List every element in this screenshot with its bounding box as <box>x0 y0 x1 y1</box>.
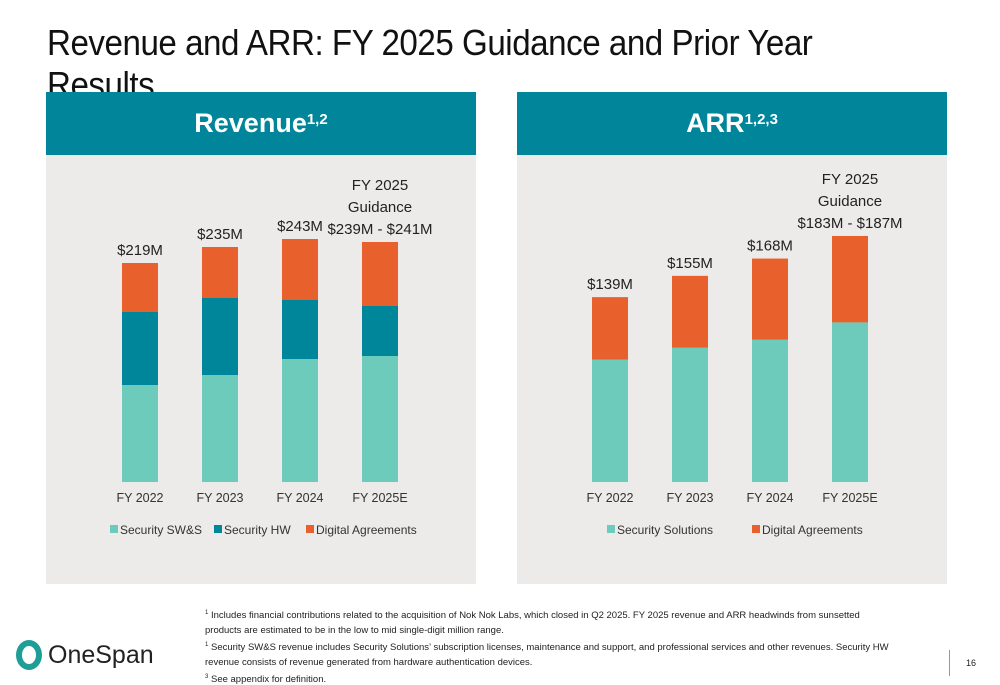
legend-swatch <box>110 525 118 533</box>
legend-swatch <box>214 525 222 533</box>
bar-digital-agreements-3 <box>832 235 868 323</box>
bar-security-hw-2 <box>282 300 318 359</box>
bar-digital-agreements-2 <box>752 258 788 340</box>
x-tick-label: FY 2025E <box>822 491 877 505</box>
x-tick-label: FY 2022 <box>116 491 163 505</box>
page-number: 16 <box>966 658 977 668</box>
x-tick-label: FY 2022 <box>586 491 633 505</box>
data-label: $235M <box>197 226 243 243</box>
bar-digital-agreements-0 <box>592 297 628 360</box>
data-label: $219M <box>117 242 163 259</box>
revenue-title: Revenue <box>194 108 307 138</box>
arr-header: ARR 1,2,3 <box>517 92 947 155</box>
data-label: $139M <box>587 276 633 293</box>
legend-label: Digital Agreements <box>316 523 417 537</box>
revenue-header: Revenue 1,2 <box>46 92 476 155</box>
data-label: Guidance <box>818 193 882 210</box>
footnote-1: 1 Includes financial contributions relat… <box>205 610 860 636</box>
arr-title: ARR <box>686 108 745 138</box>
data-label: $183M - $187M <box>797 215 902 232</box>
data-label: FY 2025 <box>352 177 408 194</box>
bar-security-hw-0 <box>122 312 158 385</box>
legend-label: Security HW <box>224 523 291 537</box>
onespan-logo: OneSpan <box>16 640 154 670</box>
legend-label: Digital Agreements <box>762 523 863 537</box>
footnote-2: 1 Security SW&S revenue includes Securit… <box>205 642 889 668</box>
divider <box>949 650 950 676</box>
bar-digital-agreements-3 <box>362 242 398 306</box>
bar-security-hw-1 <box>202 298 238 375</box>
x-tick-label: FY 2023 <box>196 491 243 505</box>
legend-swatch <box>752 525 760 533</box>
arr-title-sup: 1,2,3 <box>744 111 778 128</box>
bar-digital-agreements-1 <box>202 247 238 298</box>
bar-security-sw-s-3 <box>362 356 398 482</box>
bar-security-solutions-1 <box>672 347 708 482</box>
legend-label: Security SW&S <box>120 523 202 537</box>
footnote-3: 3 See appendix for definition. <box>205 674 327 685</box>
revenue-title-sup: 1,2 <box>306 111 328 128</box>
data-label: Guidance <box>348 199 412 216</box>
revenue-panel: Revenue 1,2 <box>46 92 476 584</box>
data-label: $243M <box>277 218 323 235</box>
footnotes: 1 Includes financial contributions relat… <box>205 606 895 685</box>
bar-digital-agreements-2 <box>282 239 318 300</box>
legend-swatch <box>607 525 615 533</box>
bar-security-sw-s-2 <box>282 359 318 482</box>
bar-security-solutions-0 <box>592 359 628 482</box>
bar-security-sw-s-1 <box>202 375 238 482</box>
data-label: FY 2025 <box>822 171 878 188</box>
x-tick-label: FY 2024 <box>276 491 323 505</box>
bar-security-sw-s-0 <box>122 385 158 482</box>
bar-security-hw-3 <box>362 306 398 356</box>
data-label: $239M - $241M <box>327 221 432 238</box>
bar-security-solutions-2 <box>752 339 788 482</box>
data-label: $168M <box>747 238 793 255</box>
logo-ring-icon <box>16 640 42 670</box>
bar-digital-agreements-0 <box>122 263 158 312</box>
bar-digital-agreements-1 <box>672 275 708 348</box>
x-tick-label: FY 2023 <box>666 491 713 505</box>
arr-panel: ARR 1,2,3 <box>517 92 947 584</box>
bar-security-solutions-3 <box>832 322 868 482</box>
slide-title: Revenue and ARR: FY 2025 Guidance and Pr… <box>47 22 813 105</box>
legend-label: Security Solutions <box>617 523 713 537</box>
x-tick-label: FY 2025E <box>352 491 407 505</box>
data-label: $155M <box>667 255 713 272</box>
legend-swatch <box>306 525 314 533</box>
x-tick-label: FY 2024 <box>746 491 793 505</box>
